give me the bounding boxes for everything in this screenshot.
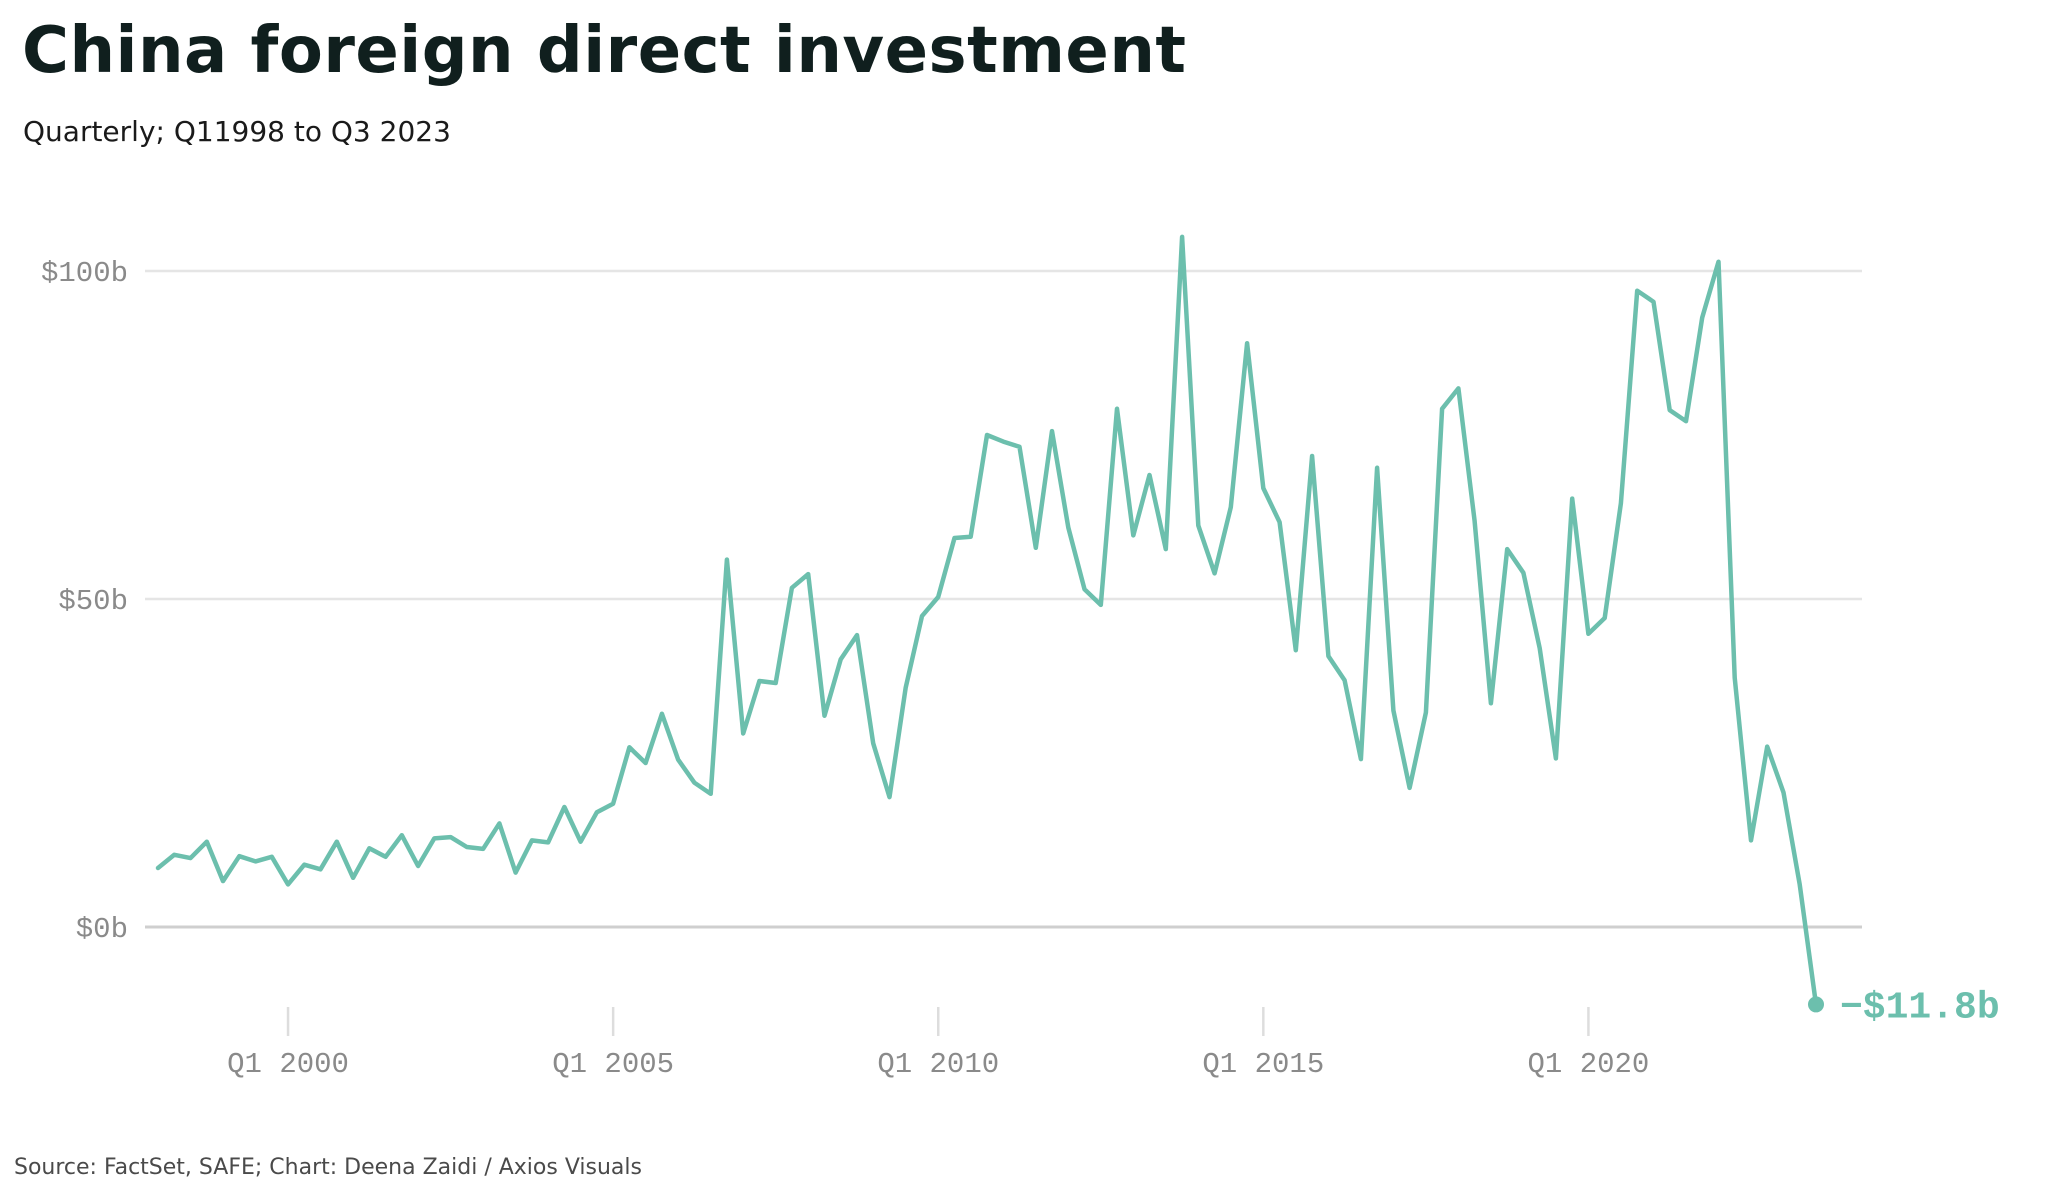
x-axis-ticks: Q1 2000 Q1 2005 Q1 2010 Q1 2015 Q1 2020 bbox=[227, 1007, 1649, 1081]
x-tick-label: Q1 2005 bbox=[552, 1048, 674, 1081]
x-tick-label: Q1 2020 bbox=[1528, 1048, 1650, 1081]
y-tick-label: $0b bbox=[76, 913, 128, 946]
x-tick-label: Q1 2010 bbox=[877, 1048, 999, 1081]
end-value-label: −$11.8b bbox=[1840, 986, 2000, 1029]
source-note: Source: FactSet, SAFE; Chart: Deena Zaid… bbox=[14, 1155, 642, 1180]
line-chart: $100b $50b $0b Q1 2000 Q1 2005 Q1 2010 Q1 201… bbox=[41, 234, 2000, 1081]
end-point-marker bbox=[1808, 996, 1824, 1013]
chart-title: China foreign direct investment bbox=[22, 14, 1187, 88]
chart-subtitle: Quarterly; Q11998 to Q3 2023 bbox=[23, 115, 451, 148]
y-tick-label: $50b bbox=[58, 585, 128, 618]
x-tick-label: Q1 2000 bbox=[227, 1048, 349, 1081]
y-tick-label: $100b bbox=[41, 257, 128, 290]
x-tick-label: Q1 2015 bbox=[1202, 1048, 1324, 1081]
series-line-fdi bbox=[155, 234, 1819, 1007]
gridlines bbox=[145, 269, 1862, 929]
y-axis-tick-labels: $100b $50b $0b bbox=[41, 257, 128, 946]
